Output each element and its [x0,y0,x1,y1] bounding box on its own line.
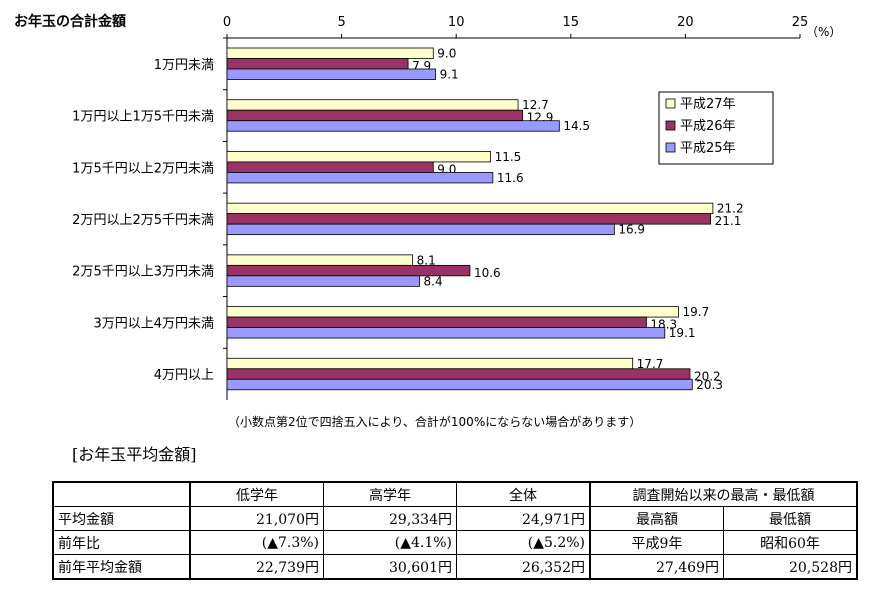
cell-value: 24,971円 [456,506,591,531]
category-label: 1万5千円以上2万円未満 [72,161,214,176]
table-row: 前年比 (▲7.3%) (▲4.1%) (▲5.2%) 平成9年 昭和60年 [52,530,858,555]
x-tick-label: 0 [223,15,231,30]
data-label: 19.1 [669,326,696,340]
category-label: 1万円以上1万5千円未満 [72,110,214,125]
cell-record-low-year: 昭和60年 [723,530,858,555]
bar-平成27年 [226,47,434,59]
data-label: 11.5 [495,150,522,164]
bar-平成27年 [226,202,714,215]
legend-swatch [665,142,676,153]
category-label: 4万円以上 [154,368,214,383]
table-header-row: 低学年 高学年 全体 調査開始以来の最高・最低額 [52,481,858,507]
cell-value: (▲4.1%) [323,530,457,555]
legend-label: 平成26年 [680,119,736,134]
cell-record-high-amount: 27,469円 [589,554,724,580]
bar-平成25年 [226,378,693,391]
header-empty-cell [52,481,191,507]
allowance-average-table: 低学年 高学年 全体 調査開始以来の最高・最低額 平均金額 21,070円 29… [52,481,858,580]
data-label: 9.1 [440,68,459,82]
bar-平成27年 [226,151,491,163]
data-label: 16.9 [618,223,645,237]
bar-平成25年 [226,120,560,132]
cell-value: (▲5.2%) [456,530,591,555]
legend-box [658,91,774,165]
cell-record-high-year: 平成9年 [589,530,724,555]
bar-平成26年 [226,316,647,328]
rounding-note: （小数点第2位で四捨五入により、合計が100%にならない場合があります） [228,415,642,429]
header-record-high-low: 調査開始以来の最高・最低額 [589,481,858,507]
cell-value: 21,070円 [189,506,324,531]
row-label-previous-average: 前年平均金額 [52,554,191,580]
bar-平成27年 [226,306,679,318]
data-label: 20.3 [696,378,723,392]
bar-平成25年 [226,172,494,184]
data-label: 12.7 [522,98,549,112]
axis-unit-label: （%） [806,25,841,39]
cell-value: 29,334円 [323,506,457,531]
cell-value: (▲7.3%) [189,530,324,555]
cell-value: 22,739円 [189,554,324,580]
cell-record-low-label: 最低額 [723,506,858,531]
category-label: 1万円未満 [154,58,214,73]
row-label-average: 平均金額 [52,506,191,531]
x-tick-label: 15 [563,15,580,30]
bar-平成26年 [226,368,691,380]
legend-swatch [665,120,676,131]
bar-平成25年 [226,223,615,236]
x-tick-label: 25 [792,15,809,30]
bar-平成25年 [226,68,436,80]
category-label: 2万5千円以上3万円未満 [72,265,214,280]
data-label: 20.2 [694,369,721,383]
cell-value: 30,601円 [323,554,457,580]
data-label: 11.6 [497,171,524,185]
category-label: 3万円以上4万円未満 [93,316,214,331]
data-label: 8.1 [417,253,436,267]
cell-value: 26,352円 [456,554,591,580]
header-lower-grades: 低学年 [189,481,324,507]
bar-平成27年 [226,254,414,266]
bar-平成26年 [226,161,434,173]
bar-平成26年 [226,109,524,122]
category-label: 2万円以上2万5千円未満 [72,213,214,228]
data-label: 21.1 [715,214,742,228]
data-label: 10.6 [474,266,501,280]
header-upper-grades: 高学年 [323,481,457,507]
legend-label: 平成25年 [680,141,736,156]
legend-label: 平成27年 [680,97,736,112]
chart-title: お年玉の合計金額 [14,13,126,30]
row-label-yoy: 前年比 [52,530,191,555]
data-label: 21.2 [717,202,744,216]
cell-record-low-amount: 20,528円 [723,554,858,580]
data-label: 8.4 [424,274,443,288]
bar-平成27年 [226,357,634,370]
x-tick-label: 5 [337,15,345,30]
x-tick-label: 20 [677,15,694,30]
table-row: 前年平均金額 22,739円 30,601円 26,352円 27,469円 2… [52,554,858,580]
table-title: [お年玉平均金額] [72,445,197,464]
data-label: 14.5 [563,119,590,133]
bar-平成25年 [226,275,420,287]
bar-chart: お年玉の合計金額 0 5 10 15 20 25 （%） 9.07.99.112.712.… [14,13,841,400]
data-label: 19.7 [683,305,710,319]
bar-平成25年 [226,327,666,339]
legend-swatch [665,98,676,109]
bar-平成26年 [226,58,409,70]
table-row: 平均金額 21,070円 29,334円 24,971円 最高額 最低額 [52,506,858,531]
data-label: 9.0 [437,47,456,61]
bar-平成27年 [226,99,519,111]
x-tick-label: 10 [448,15,465,30]
cell-record-high-label: 最高額 [589,506,724,531]
header-overall: 全体 [456,481,591,507]
data-label: 17.7 [637,357,664,371]
